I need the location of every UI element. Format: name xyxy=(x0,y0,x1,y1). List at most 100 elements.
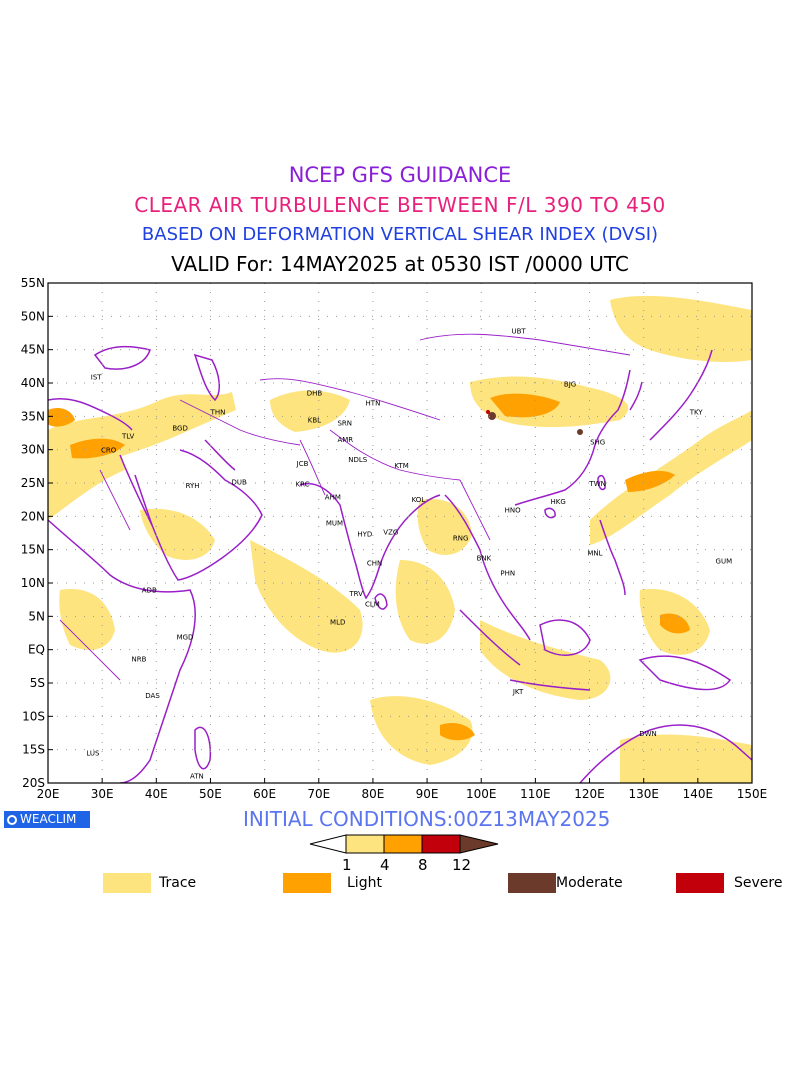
coast-africa xyxy=(48,519,196,783)
coast-hainan xyxy=(544,507,556,519)
chart-title-line-1: NCEP GFS GUIDANCE xyxy=(288,163,512,187)
city-label-mnl: MNL xyxy=(587,549,602,557)
colorbar-cell-below-1 xyxy=(309,834,347,854)
city-label-phn: PHN xyxy=(500,569,515,577)
coastlines xyxy=(48,345,752,783)
city-label-ndls: NDLS xyxy=(348,456,368,464)
city-label-ahm: AHM xyxy=(325,493,341,501)
badge-label: WEACLIM xyxy=(20,812,77,826)
legend-swatch-light xyxy=(283,873,331,893)
severe-patch-china xyxy=(486,410,490,414)
light-patch-pacific xyxy=(625,470,675,492)
legend-swatch-trace xyxy=(103,873,151,893)
city-label-krc: KRC xyxy=(296,481,310,489)
colorbar-tick-8: 8 xyxy=(418,856,428,874)
light-patch-mideast xyxy=(70,438,125,459)
legend-swatch-moderate xyxy=(508,873,556,893)
y-tick-label: EQ xyxy=(28,643,45,657)
x-tick-label: 30E xyxy=(91,787,114,801)
y-tick-label: 35N xyxy=(21,409,45,423)
city-label-shg: SHG xyxy=(590,439,605,447)
border-1 xyxy=(259,378,441,421)
x-tick-label: 140E xyxy=(683,787,714,801)
city-label-hyd: HYD xyxy=(357,531,372,539)
y-tick-label: 5N xyxy=(28,609,45,623)
city-label-chn: CHN xyxy=(367,559,382,567)
city-label-amr: AMR xyxy=(337,436,353,444)
city-label-mld: MLD xyxy=(330,619,345,627)
x-tick-label: 100E xyxy=(466,787,497,801)
city-labels: UBT BJG TKY IST DHB THN HTN KBL SRN SHG BGD TLV AMR C… xyxy=(86,327,732,780)
trace-band-africa xyxy=(59,589,115,650)
border-4 xyxy=(299,439,326,496)
coast-korea xyxy=(629,381,643,411)
legend-swatch-severe xyxy=(676,873,724,893)
border-8 xyxy=(59,619,121,681)
city-label-nrb: NRB xyxy=(132,655,147,663)
axis-ticks: 20E 30E 40E 50E 60E 70E 80E 90E 100E 110E 120E 130E… xyxy=(21,276,768,801)
light-patch-png xyxy=(660,613,690,634)
light-patch-ocean xyxy=(440,723,475,741)
city-label-ubt: UBT xyxy=(511,327,526,335)
y-tick-label: 25N xyxy=(21,476,45,490)
city-label-thn: THN xyxy=(210,409,226,417)
x-tick-label: 50E xyxy=(199,787,222,801)
coast-borneo xyxy=(539,619,591,656)
x-tick-label: 130E xyxy=(628,787,659,801)
weaclim-logo-badge: WEACLIM xyxy=(4,811,90,828)
city-label-hno: HNO xyxy=(505,507,522,515)
gridlines xyxy=(48,283,752,783)
city-label-bnk: BNK xyxy=(477,555,492,563)
city-label-dub: DUB xyxy=(231,479,247,487)
colorbar-tick-4: 4 xyxy=(380,856,390,874)
border-2 xyxy=(329,429,461,481)
y-tick-label: 30N xyxy=(21,443,45,457)
trace-band-arabian xyxy=(140,508,215,560)
trace-band-ocean-ind xyxy=(250,540,363,653)
moderate-patch-china xyxy=(488,412,496,420)
trace-band-indonesia xyxy=(480,620,611,700)
x-tick-label: 120E xyxy=(574,787,605,801)
coast-java xyxy=(509,679,591,691)
city-label-ryh: RYH xyxy=(186,482,200,490)
y-tick-label: 40N xyxy=(21,376,45,390)
logo-ring-icon xyxy=(7,815,17,825)
y-tick-label: 50N xyxy=(21,309,45,323)
trace-band-mideast-2 xyxy=(48,448,125,520)
city-label-atn: ATN xyxy=(190,773,204,781)
city-label-ist: IST xyxy=(91,373,103,381)
turbulence-map: UBT BJG TKY IST DHB THN HTN KBL SRN SHG BGD TLV AMR C… xyxy=(21,276,768,801)
coast-srilanka xyxy=(374,593,388,610)
country-borders xyxy=(59,333,631,681)
y-tick-label: 20N xyxy=(21,509,45,523)
trace-band-central-asia xyxy=(270,390,350,432)
y-tick-label: 20S xyxy=(22,776,45,790)
valid-time-line: VALID For: 14MAY2025 at 0530 IST /0000 U… xyxy=(171,252,629,276)
coast-sea-asia xyxy=(444,494,531,641)
border-5 xyxy=(459,479,491,541)
coast-red-sea xyxy=(119,454,153,526)
city-label-twn: TWN xyxy=(588,480,605,488)
chart-title-line-2: CLEAR AIR TURBULENCE BETWEEN F/L 390 TO … xyxy=(134,193,666,217)
city-label-adb: ADB xyxy=(142,587,157,595)
city-label-htn: HTN xyxy=(366,399,381,407)
coast-black-sea xyxy=(93,345,151,370)
city-label-vzg: VZG xyxy=(383,529,398,537)
initial-conditions-label: INITIAL CONDITIONS:00Z13MAY2025 xyxy=(243,807,611,831)
city-label-bjg: BJG xyxy=(564,381,576,389)
turbulence-shading xyxy=(48,295,752,783)
x-tick-label: 60E xyxy=(253,787,276,801)
border-3 xyxy=(419,333,631,356)
city-label-das: DAS xyxy=(145,692,160,700)
legend-label-trace: Trace xyxy=(159,875,197,891)
light-patch-china xyxy=(490,393,560,418)
city-label-srn: SRN xyxy=(337,419,352,427)
x-tick-label: 20E xyxy=(37,787,60,801)
colorbar xyxy=(309,834,499,854)
city-label-mum: MUM xyxy=(326,519,343,527)
trace-band-pacific-ne xyxy=(610,295,752,362)
y-tick-label: 10N xyxy=(21,576,45,590)
city-label-gum: GUM xyxy=(716,557,733,565)
coast-philippines xyxy=(599,519,626,596)
y-tick-label: 45N xyxy=(21,343,45,357)
